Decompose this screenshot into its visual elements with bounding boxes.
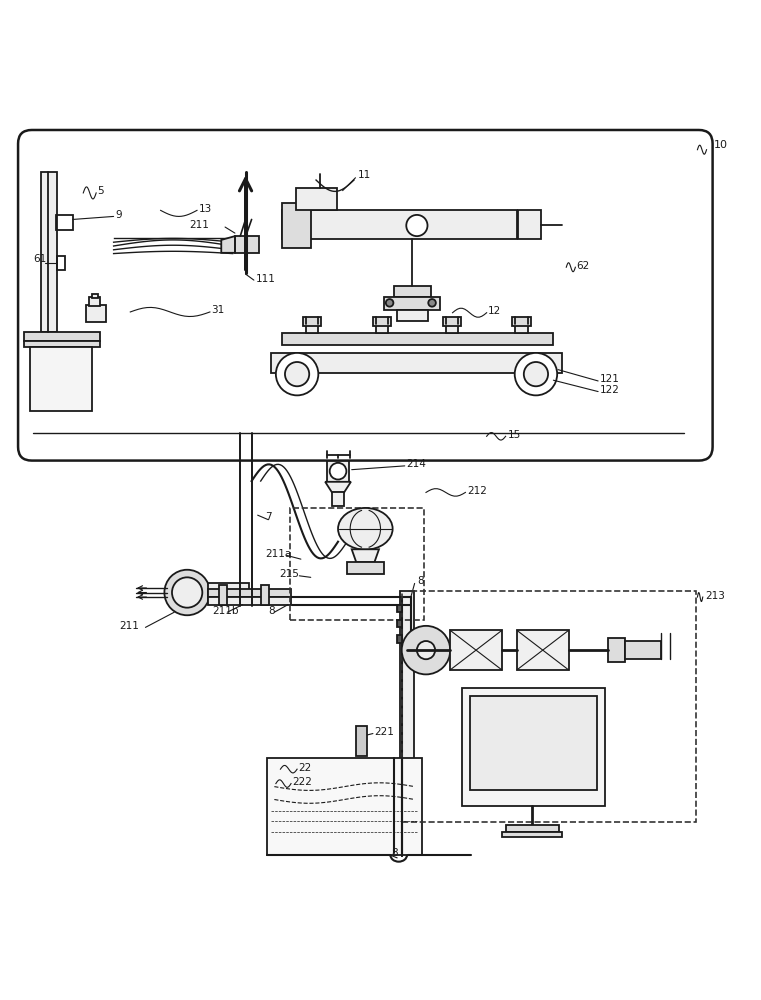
Bar bbox=[470, 696, 597, 790]
Bar bbox=[56, 215, 72, 230]
Bar bbox=[41, 172, 58, 332]
Text: 9: 9 bbox=[115, 210, 122, 220]
Bar bbox=[208, 597, 291, 605]
Circle shape bbox=[285, 362, 309, 386]
Circle shape bbox=[330, 463, 346, 480]
Bar bbox=[356, 726, 367, 756]
Text: 61: 61 bbox=[33, 254, 46, 264]
Bar bbox=[397, 310, 428, 321]
Bar bbox=[451, 630, 501, 670]
Bar bbox=[295, 188, 337, 210]
Polygon shape bbox=[325, 482, 351, 492]
Circle shape bbox=[386, 299, 393, 307]
Bar bbox=[267, 758, 422, 855]
Text: 121: 121 bbox=[600, 374, 619, 384]
Bar bbox=[89, 297, 100, 306]
Bar bbox=[282, 210, 517, 239]
Text: 5: 5 bbox=[97, 186, 104, 196]
Bar bbox=[608, 638, 625, 662]
Text: 211b: 211b bbox=[212, 606, 239, 616]
Text: 8: 8 bbox=[391, 848, 398, 858]
Bar bbox=[397, 620, 402, 627]
Text: 213: 213 bbox=[705, 591, 725, 601]
Bar bbox=[347, 562, 384, 574]
Text: 211a: 211a bbox=[266, 549, 291, 559]
Circle shape bbox=[276, 353, 318, 395]
Bar bbox=[91, 294, 97, 298]
Bar bbox=[306, 324, 318, 333]
Bar bbox=[501, 832, 562, 837]
Bar bbox=[30, 347, 92, 411]
Bar bbox=[515, 324, 527, 333]
Bar bbox=[86, 305, 106, 322]
Text: 8: 8 bbox=[417, 576, 424, 586]
Bar bbox=[58, 256, 65, 270]
Bar bbox=[446, 324, 458, 333]
Circle shape bbox=[514, 353, 557, 395]
Text: 221: 221 bbox=[374, 727, 394, 737]
Text: 214: 214 bbox=[406, 459, 426, 469]
Bar bbox=[512, 317, 530, 326]
Text: 11: 11 bbox=[358, 170, 371, 180]
Text: 15: 15 bbox=[508, 430, 521, 440]
Bar bbox=[402, 591, 696, 822]
Polygon shape bbox=[221, 236, 235, 253]
Circle shape bbox=[524, 362, 548, 386]
Bar bbox=[303, 317, 321, 326]
Circle shape bbox=[417, 641, 435, 659]
Circle shape bbox=[172, 577, 202, 608]
Bar bbox=[208, 583, 250, 602]
Bar bbox=[518, 210, 541, 239]
Text: 222: 222 bbox=[292, 777, 313, 787]
Text: 12: 12 bbox=[488, 306, 501, 316]
Text: 10: 10 bbox=[714, 140, 728, 150]
Bar bbox=[24, 332, 100, 341]
Ellipse shape bbox=[338, 508, 393, 550]
Text: 212: 212 bbox=[467, 486, 487, 496]
Text: 211: 211 bbox=[189, 220, 209, 230]
Bar bbox=[289, 508, 425, 620]
Bar bbox=[24, 341, 100, 347]
Text: 215: 215 bbox=[279, 569, 299, 579]
Text: 31: 31 bbox=[211, 305, 224, 315]
Text: 111: 111 bbox=[256, 274, 275, 284]
Bar bbox=[208, 589, 291, 597]
Bar bbox=[282, 333, 553, 345]
Text: 13: 13 bbox=[199, 204, 212, 214]
Circle shape bbox=[428, 299, 436, 307]
Bar bbox=[517, 630, 568, 670]
Bar bbox=[463, 688, 605, 806]
Bar bbox=[397, 635, 402, 643]
Circle shape bbox=[406, 215, 428, 236]
Bar bbox=[376, 324, 388, 333]
Bar bbox=[271, 353, 562, 373]
Text: 211: 211 bbox=[119, 621, 139, 631]
Bar bbox=[373, 317, 391, 326]
Text: 8: 8 bbox=[269, 606, 275, 616]
Bar bbox=[394, 286, 431, 297]
Bar bbox=[262, 585, 269, 605]
Circle shape bbox=[164, 570, 210, 615]
Bar bbox=[400, 591, 414, 818]
Bar bbox=[443, 317, 461, 326]
Bar bbox=[397, 605, 402, 612]
Text: 22: 22 bbox=[298, 763, 312, 773]
Bar bbox=[332, 492, 344, 506]
Circle shape bbox=[402, 626, 451, 674]
Bar bbox=[219, 585, 227, 605]
Text: 7: 7 bbox=[266, 512, 272, 522]
Bar bbox=[327, 461, 349, 482]
Bar bbox=[235, 236, 260, 253]
Polygon shape bbox=[352, 549, 379, 562]
Text: 62: 62 bbox=[576, 261, 589, 271]
Bar bbox=[282, 203, 310, 248]
Text: 122: 122 bbox=[600, 385, 619, 395]
Bar bbox=[384, 297, 441, 310]
Bar bbox=[625, 641, 661, 659]
Bar bbox=[505, 825, 559, 832]
